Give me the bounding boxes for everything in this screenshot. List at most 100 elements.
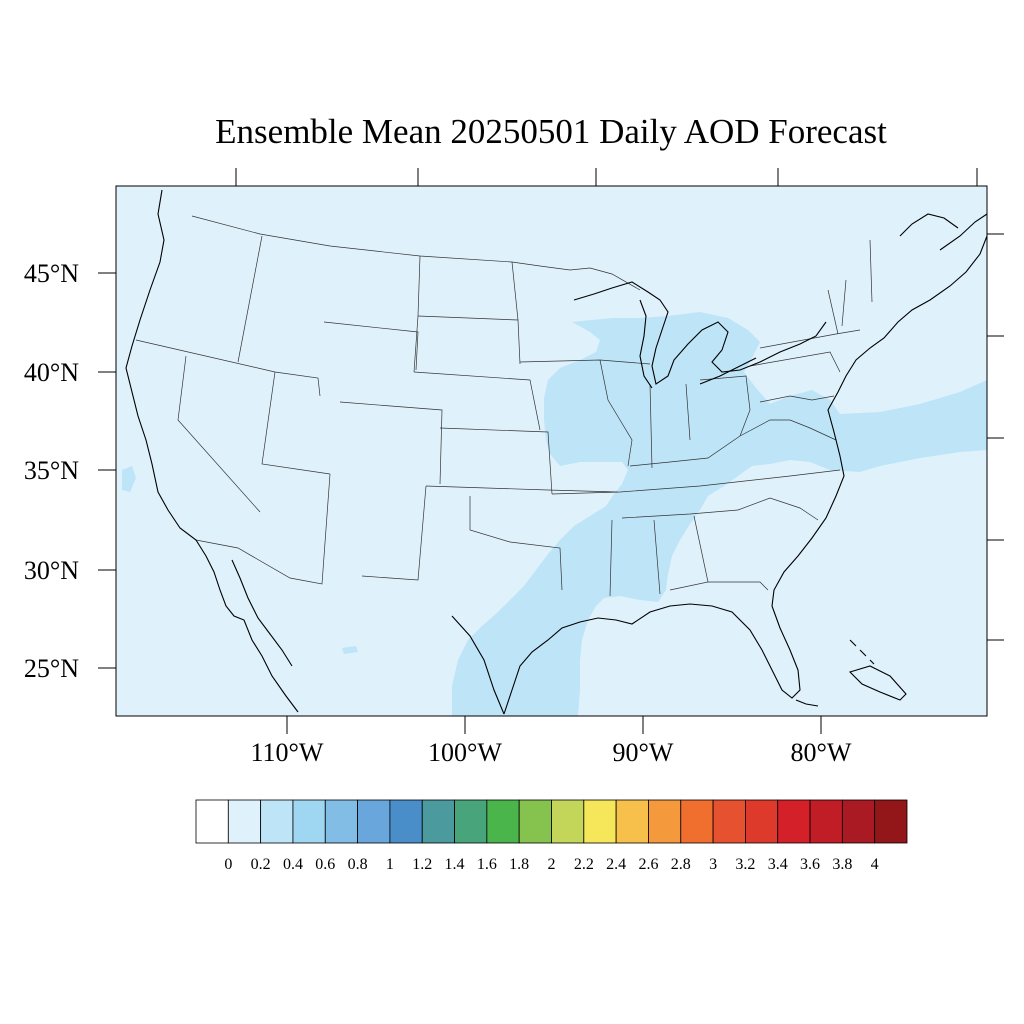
colorbar-label: 3 bbox=[709, 856, 717, 873]
state-border-line bbox=[629, 435, 741, 467]
state-border-line bbox=[413, 371, 541, 431]
baja-coastline bbox=[231, 559, 293, 667]
colorbar-label: 0.2 bbox=[251, 856, 271, 873]
state-border-line bbox=[261, 371, 331, 475]
gulf-coastline bbox=[451, 235, 988, 715]
state-border-line bbox=[135, 339, 321, 397]
state-border-line bbox=[339, 401, 443, 485]
colorbar-label: 1.8 bbox=[509, 856, 529, 873]
colorbar-swatch bbox=[712, 799, 746, 844]
colorbar-label: 1.2 bbox=[412, 856, 432, 873]
figure-title: Ensemble Mean 20250501 Daily AOD Forecas… bbox=[215, 112, 887, 151]
map-frame bbox=[115, 185, 988, 717]
lake-erie-shoreline bbox=[699, 357, 757, 385]
florida-keys-coastline bbox=[795, 699, 819, 707]
colorbar-swatch bbox=[421, 799, 455, 844]
state-border-line bbox=[551, 469, 841, 495]
state-border-line bbox=[759, 395, 835, 403]
state-border-line bbox=[739, 419, 837, 441]
lat-label: 40°N bbox=[24, 358, 79, 387]
lat-label: 25°N bbox=[24, 654, 79, 683]
coastline-layer bbox=[125, 189, 988, 715]
state-border-line bbox=[749, 351, 841, 373]
map-panel: 45°N 40°N 35°N 30°N 25°N 110°W 100°W 90°… bbox=[24, 168, 1004, 767]
colorbar-swatch bbox=[357, 799, 391, 844]
axis-ticks bbox=[98, 168, 1004, 734]
colorbar-label: 2.8 bbox=[671, 856, 691, 873]
nova-scotia-coastline bbox=[939, 213, 988, 251]
state-border-line bbox=[469, 496, 563, 591]
colorbar-swatch bbox=[583, 799, 617, 844]
state-border-line bbox=[699, 375, 751, 437]
aod-plume-layer bbox=[122, 312, 987, 716]
lat-label: 30°N bbox=[24, 556, 79, 585]
colorbar-swatch bbox=[324, 799, 358, 844]
state-border-line bbox=[425, 485, 619, 493]
colorbar-swatch bbox=[648, 799, 682, 844]
lon-label: 80°W bbox=[791, 738, 852, 767]
colorbar-swatch bbox=[615, 799, 649, 844]
state-border-line bbox=[827, 289, 839, 335]
colorbar-label: 0.8 bbox=[348, 856, 368, 873]
colorbar-swatch bbox=[292, 799, 326, 844]
state-border-line bbox=[439, 427, 553, 495]
colorbar-label: 3.6 bbox=[800, 856, 820, 873]
cuba-coastline bbox=[848, 665, 907, 701]
state-border-line bbox=[323, 321, 419, 371]
colorbar-swatch bbox=[454, 799, 488, 844]
canada-border bbox=[191, 215, 641, 291]
colorbar-swatch bbox=[777, 799, 811, 844]
lon-label: 110°W bbox=[251, 738, 324, 767]
colorbar-label: 1.4 bbox=[445, 856, 465, 873]
colorbar: 0 0.2 0.4 0.6 0.8 1 1.2 1.4 1.6 1.8 2 2.2 2.4 2.6 2.8 3… bbox=[195, 799, 908, 873]
state-border-line bbox=[237, 235, 263, 363]
state-border-line bbox=[737, 497, 819, 521]
state-border-line bbox=[621, 509, 739, 519]
bahamas-coastline bbox=[849, 639, 875, 665]
colorbar-swatch bbox=[874, 799, 908, 844]
state-border-line bbox=[759, 329, 861, 349]
colorbar-label: 1.6 bbox=[477, 856, 497, 873]
lon-label: 100°W bbox=[428, 738, 502, 767]
state-border-line bbox=[599, 359, 633, 467]
colorbar-swatch bbox=[195, 799, 229, 844]
colorbar-swatch bbox=[680, 799, 714, 844]
state-borders-layer bbox=[135, 215, 873, 597]
colorbar-label: 2 bbox=[548, 856, 556, 873]
aod-plume-midwest-south bbox=[452, 312, 987, 716]
latitude-labels: 45°N 40°N 35°N 30°N 25°N bbox=[24, 259, 79, 683]
aod-plume-west-coast bbox=[122, 466, 136, 492]
colorbar-swatch bbox=[841, 799, 876, 844]
colorbar-swatch bbox=[551, 799, 585, 844]
state-border-line bbox=[609, 519, 613, 597]
lon-label: 90°W bbox=[613, 738, 674, 767]
longitude-labels: 110°W 100°W 90°W 80°W bbox=[251, 738, 852, 767]
state-border-line bbox=[708, 581, 769, 591]
gulf-of-st-lawrence-coastline bbox=[899, 213, 959, 237]
state-border-line bbox=[511, 261, 519, 321]
colorbar-label: 2.4 bbox=[606, 856, 626, 873]
pacific-coastline bbox=[125, 189, 299, 713]
lat-label: 45°N bbox=[24, 259, 79, 288]
colorbar-label: 2.6 bbox=[638, 856, 658, 873]
great-lakes-shoreline bbox=[573, 281, 827, 385]
colorbar-swatch bbox=[809, 799, 843, 844]
colorbar-swatch bbox=[745, 799, 779, 844]
state-border-line bbox=[841, 279, 847, 327]
colorbar-label: 3.4 bbox=[768, 856, 788, 873]
colorbar-swatch bbox=[227, 799, 262, 844]
state-border-line bbox=[649, 383, 653, 469]
state-border-line bbox=[361, 485, 427, 581]
state-border-line bbox=[653, 519, 661, 595]
colorbar-label: 3.2 bbox=[735, 856, 755, 873]
colorbar-swatch bbox=[518, 799, 552, 844]
colorbar-label: 1 bbox=[386, 856, 394, 873]
colorbar-label: 0.6 bbox=[315, 856, 335, 873]
state-border-line bbox=[685, 383, 691, 441]
colorbar-label: 2.2 bbox=[574, 856, 594, 873]
colorbar-swatch bbox=[486, 799, 520, 844]
state-border-line bbox=[177, 355, 261, 513]
colorbar-label: 0.4 bbox=[283, 856, 303, 873]
state-border-line bbox=[869, 239, 873, 303]
